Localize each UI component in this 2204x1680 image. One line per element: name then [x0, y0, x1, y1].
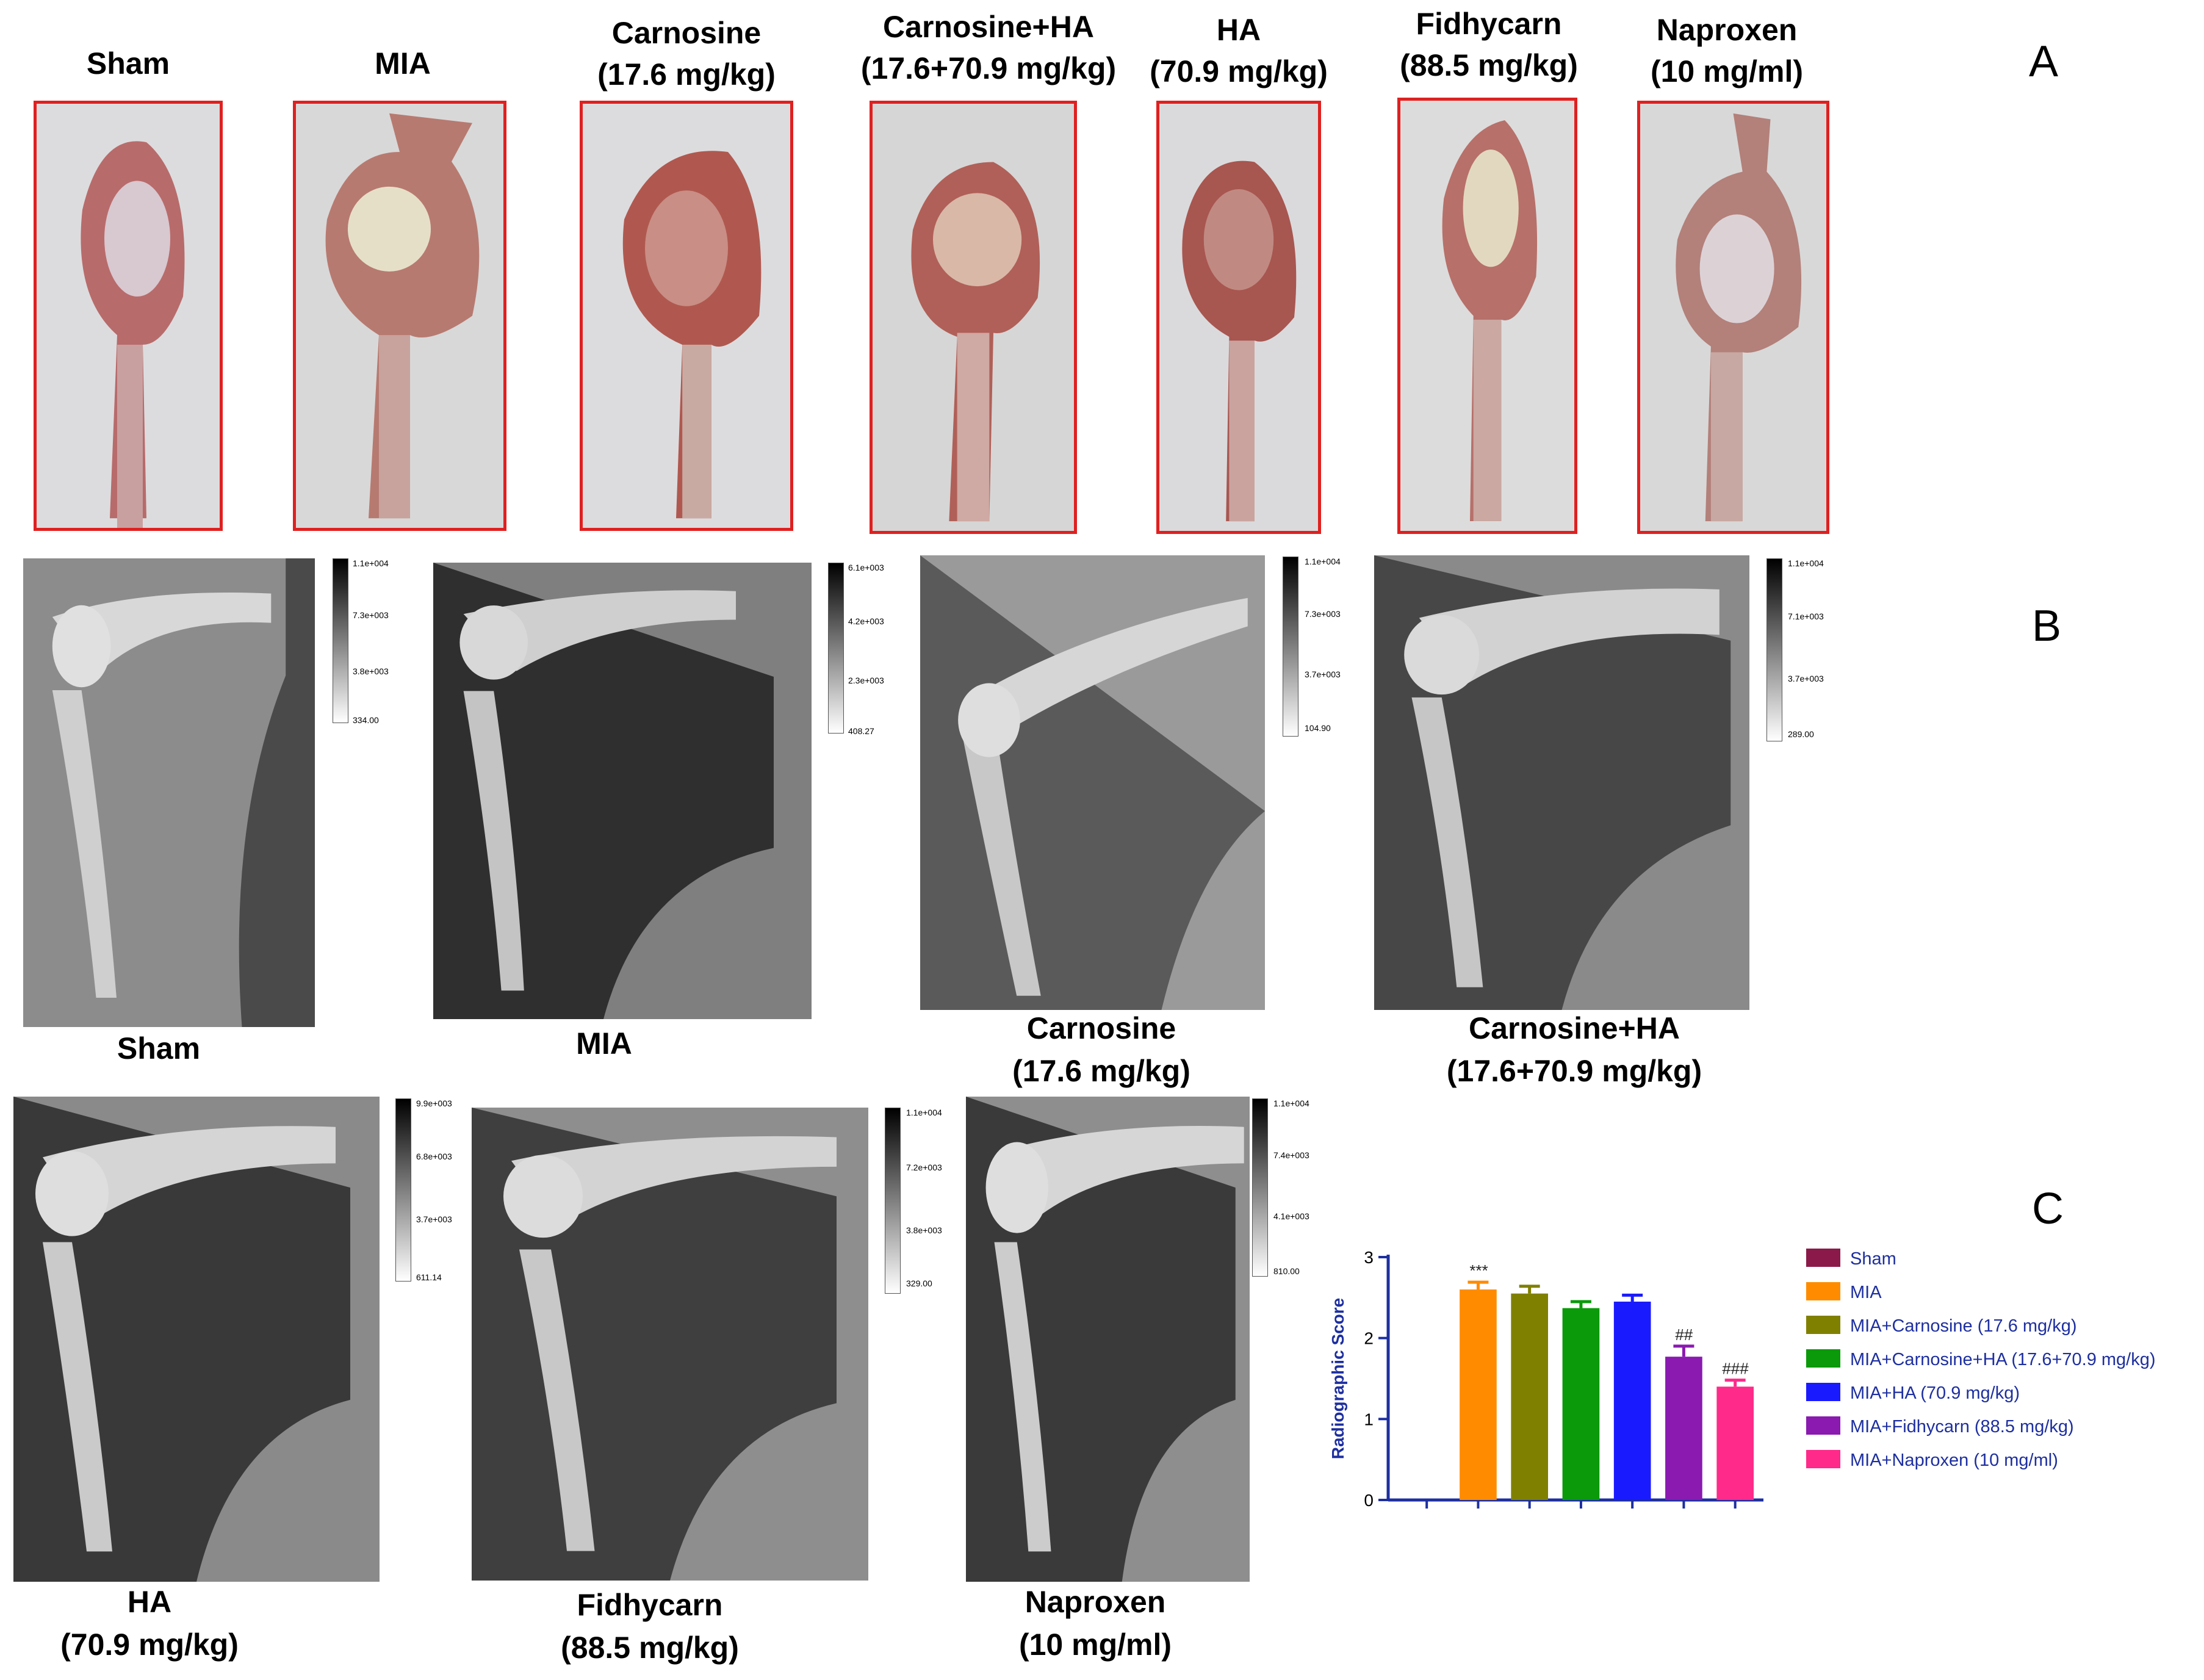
xray-image-sham	[23, 558, 315, 1027]
panel-a-header-carnosine: Carnosine (17.6 mg/kg)	[597, 16, 776, 92]
specimen-photo-naproxen	[1637, 101, 1829, 534]
colorbar-ha	[395, 1098, 411, 1282]
bar	[1562, 1308, 1600, 1500]
colorbar-tick-label: 7.3e+003	[1305, 609, 1341, 619]
panel-letter-c: C	[2032, 1184, 2064, 1233]
xray-label-mia: MIA	[576, 1026, 632, 1061]
y-tick-label: 2	[1364, 1329, 1374, 1348]
colorbar-tick-label: 810.00	[1273, 1266, 1300, 1276]
xray-image-ha	[13, 1097, 380, 1582]
xray-image-naproxen	[966, 1097, 1250, 1582]
y-tick-label: 1	[1364, 1410, 1374, 1429]
colorbar-tick-label: 1.1e+004	[906, 1108, 942, 1117]
specimen-photo-carnosine-ha	[870, 101, 1077, 534]
legend-label: Sham	[1850, 1249, 1896, 1269]
colorbar-tick-label: 334.00	[353, 715, 379, 725]
specimen-photo-ha	[1156, 101, 1321, 534]
panel-a-header-mia: MIA	[375, 46, 431, 81]
legend-label: MIA+Fidhycarn (88.5 mg/kg)	[1850, 1417, 2074, 1437]
colorbar-tick-label: 1.1e+004	[353, 558, 389, 568]
legend-swatch	[1806, 1383, 1840, 1401]
colorbar-tick-label: 1.1e+004	[1273, 1098, 1309, 1108]
panel-a-header-ha: HA (70.9 mg/kg)	[1150, 13, 1328, 88]
xray-image-carnosine	[920, 555, 1265, 1010]
significance-label: ###	[1722, 1360, 1749, 1378]
bar	[1613, 1301, 1651, 1500]
colorbar-tick-label: 7.2e+003	[906, 1163, 942, 1172]
colorbar-tick-label: 2.3e+003	[848, 676, 884, 685]
xray-label-carnosine-ha: Carnosine+HA (17.6+70.9 mg/kg)	[1446, 1011, 1702, 1088]
legend-swatch	[1806, 1316, 1840, 1334]
y-tick-label: 0	[1364, 1491, 1374, 1510]
colorbar-tick-label: 1.1e+004	[1788, 558, 1824, 568]
xray-image-carnosine-ha	[1374, 555, 1749, 1010]
legend-label: MIA+HA (70.9 mg/kg)	[1850, 1383, 2020, 1403]
y-tick-label: 3	[1364, 1248, 1374, 1267]
specimen-photo-fidhycarn	[1397, 98, 1577, 534]
xray-label-carnosine: Carnosine (17.6 mg/kg)	[1012, 1011, 1190, 1088]
colorbar-tick-label: 6.1e+003	[848, 563, 884, 572]
panel-a-header-carnosine-ha: Carnosine+HA (17.6+70.9 mg/kg)	[860, 10, 1117, 85]
bar	[1511, 1293, 1549, 1500]
colorbar-tick-label: 104.90	[1305, 723, 1331, 733]
legend-swatch	[1806, 1416, 1840, 1435]
colorbar-tick-label: 329.00	[906, 1278, 932, 1288]
legend-swatch	[1806, 1349, 1840, 1368]
y-axis-label: Radiographic Score	[1328, 1298, 1347, 1460]
legend-swatch	[1806, 1249, 1840, 1267]
colorbar-tick-label: 9.9e+003	[416, 1098, 452, 1108]
colorbar-tick-label: 3.7e+003	[1788, 674, 1824, 683]
significance-label: ***	[1469, 1261, 1488, 1280]
specimen-photo-mia	[293, 101, 506, 531]
bar	[1716, 1386, 1754, 1500]
xray-label-fidhycarn: Fidhycarn (88.5 mg/kg)	[561, 1588, 739, 1665]
specimen-photo-sham	[34, 101, 223, 531]
panel-a-header-fidhycarn: Fidhycarn (88.5 mg/kg)	[1400, 7, 1578, 82]
colorbar-tick-label: 6.8e+003	[416, 1152, 452, 1161]
colorbar-tick-label: 7.1e+003	[1788, 611, 1824, 621]
significance-label: ##	[1675, 1325, 1693, 1344]
specimen-photo-carnosine	[580, 101, 793, 531]
xray-label-naproxen: Naproxen (10 mg/ml)	[1018, 1585, 1172, 1662]
legend-swatch	[1806, 1450, 1840, 1468]
colorbar-sham	[333, 558, 348, 723]
panel-a-header-sham: Sham	[86, 46, 170, 81]
colorbar-tick-label: 7.4e+003	[1273, 1150, 1309, 1160]
colorbar-tick-label: 7.3e+003	[353, 610, 389, 620]
xray-image-fidhycarn	[472, 1108, 868, 1581]
xray-label-sham: Sham	[117, 1031, 201, 1065]
legend-label: MIA+Carnosine+HA (17.6+70.9 mg/kg)	[1850, 1350, 2156, 1369]
colorbar-fidhycarn	[885, 1108, 901, 1294]
legend-label: MIA+Naproxen (10 mg/ml)	[1850, 1451, 2058, 1470]
colorbar-tick-label: 4.1e+003	[1273, 1211, 1309, 1221]
bar	[1460, 1289, 1497, 1500]
panel-letter-a: A	[2029, 37, 2059, 86]
colorbar-carnosine	[1283, 557, 1298, 737]
colorbar-tick-label: 3.7e+003	[416, 1214, 452, 1224]
colorbar-carnosine-ha	[1766, 558, 1782, 741]
colorbar-tick-label: 3.8e+003	[906, 1225, 942, 1235]
colorbar-mia	[828, 563, 844, 734]
bar	[1665, 1357, 1702, 1500]
legend-label: MIA+Carnosine (17.6 mg/kg)	[1850, 1316, 2077, 1336]
panel-a-header-naproxen: Naproxen (10 mg/ml)	[1650, 13, 1804, 88]
xray-label-ha: HA (70.9 mg/kg)	[60, 1585, 239, 1662]
colorbar-tick-label: 3.7e+003	[1305, 669, 1341, 679]
panel-letter-b: B	[2032, 602, 2062, 651]
colorbar-tick-label: 4.2e+003	[848, 616, 884, 626]
xray-image-mia	[433, 563, 812, 1019]
colorbar-tick-label: 3.8e+003	[353, 666, 389, 676]
legend-label: MIA	[1850, 1283, 1882, 1302]
colorbar-tick-label: 289.00	[1788, 729, 1814, 739]
colorbar-tick-label: 1.1e+004	[1305, 557, 1341, 566]
legend-swatch	[1806, 1282, 1840, 1300]
colorbar-tick-label: 611.14	[416, 1272, 442, 1282]
colorbar-tick-label: 408.27	[848, 726, 874, 736]
colorbar-naproxen	[1252, 1098, 1268, 1277]
